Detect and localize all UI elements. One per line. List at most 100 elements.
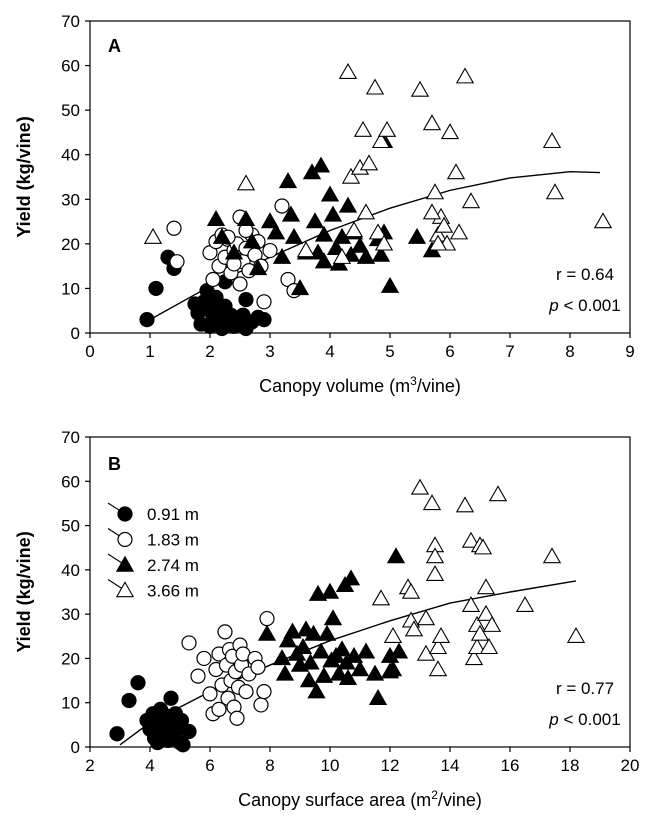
data-point (272, 247, 292, 264)
data-point (259, 610, 275, 627)
legend-marker (117, 506, 133, 522)
data-point (284, 227, 304, 244)
data-point (166, 220, 182, 236)
data-point (205, 271, 221, 288)
x-tick-label: 10 (321, 756, 340, 775)
legend-marker (115, 555, 135, 572)
data-point (163, 690, 179, 706)
series-2-74-m (257, 547, 409, 705)
data-point (479, 638, 499, 655)
data-point (260, 212, 280, 229)
y-axis-title: Yield (kg/vine) (14, 531, 34, 652)
data-point (272, 649, 292, 666)
data-point (320, 582, 340, 599)
y-tick-label: 30 (61, 605, 80, 624)
data-point (344, 646, 364, 663)
data-point (425, 183, 445, 200)
data-point (368, 223, 388, 240)
data-point (383, 626, 403, 643)
data-point (389, 642, 409, 659)
panel-label: B (108, 454, 121, 474)
data-point (323, 609, 343, 626)
x-tick-label: 14 (441, 756, 460, 775)
x-axis-title: Canopy volume (m3/vine) (259, 374, 461, 396)
data-point (217, 624, 233, 640)
data-point (470, 624, 490, 641)
data-point (250, 659, 266, 675)
data-point (545, 183, 565, 200)
data-point (338, 669, 358, 686)
y-tick-label: 10 (61, 694, 80, 713)
x-tick-label: 2 (205, 342, 214, 361)
legend: 0.91 m 1.83 m 2.74 m 3.66 m (107, 502, 199, 601)
data-point (314, 225, 334, 242)
x-axis-title-superscript: 3 (410, 374, 417, 388)
x-tick-label: 4 (145, 756, 154, 775)
x-tick-label: 9 (625, 342, 634, 361)
data-point (461, 595, 481, 612)
data-point (356, 203, 376, 220)
data-point (476, 604, 496, 621)
data-point (236, 210, 256, 227)
data-point (455, 67, 475, 84)
data-point (212, 227, 232, 244)
data-point (515, 595, 535, 612)
x-tick-label: 1 (145, 342, 154, 361)
x-tick-label: 5 (385, 342, 394, 361)
legend-label: 2.74 m (147, 556, 199, 575)
legend-marker (115, 581, 135, 598)
x-tick-label: 6 (445, 342, 454, 361)
x-axis-title-part: /vine) (417, 376, 461, 396)
data-point (482, 615, 502, 632)
data-point (473, 538, 493, 555)
data-point (338, 196, 358, 213)
data-point (257, 624, 277, 641)
stat-p-value: < 0.001 (559, 296, 621, 315)
data-point (341, 569, 361, 586)
data-point (329, 664, 349, 681)
data-point (326, 239, 346, 256)
y-tick-label: 50 (61, 101, 80, 120)
data-point (256, 312, 272, 328)
x-tick-label: 2 (85, 756, 94, 775)
data-point (425, 564, 445, 581)
stat-r: r = 0.64 (556, 265, 614, 284)
x-axis-title-superscript: 2 (431, 788, 438, 802)
series-3-66-m (143, 62, 613, 264)
y-tick-label: 70 (61, 12, 80, 31)
data-point (449, 223, 469, 240)
data-point (281, 205, 301, 222)
data-point (314, 252, 334, 269)
data-point (311, 156, 331, 173)
data-point (229, 710, 245, 726)
data-point (130, 675, 146, 691)
data-point (314, 666, 334, 683)
data-point (296, 241, 316, 258)
data-point (464, 649, 484, 666)
data-point (175, 737, 191, 753)
stat-p: p < 0.001 (548, 710, 620, 729)
data-point (461, 192, 481, 209)
series-2-74-m (206, 132, 442, 296)
y-tick-label: 20 (61, 235, 80, 254)
panel-b: 2 4 6 8 10 12 14 16 18 20 0 10 20 30 40 50 60 70 Canopy su… (14, 428, 639, 810)
data-point (401, 611, 421, 628)
data-point (275, 664, 295, 681)
data-point (425, 547, 445, 564)
data-point (407, 227, 427, 244)
data-point (338, 62, 358, 79)
data-point (371, 245, 391, 262)
stat-p: p < 0.001 (548, 296, 620, 315)
data-point (148, 280, 164, 297)
data-point (386, 547, 406, 564)
data-point (377, 120, 397, 137)
data-point (371, 132, 391, 149)
data-point (274, 198, 290, 214)
series-0-91-m (139, 249, 272, 337)
data-point (232, 276, 248, 292)
data-point (320, 185, 340, 202)
data-point (371, 589, 391, 606)
plot-frame (89, 20, 631, 334)
stat-p-symbol: p (548, 710, 558, 729)
y-tick-label: 60 (61, 472, 80, 491)
